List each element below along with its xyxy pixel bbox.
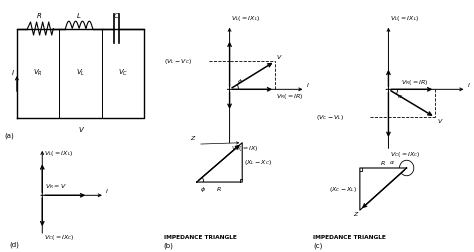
Text: $V_L(=IX_L)$: $V_L(=IX_L)$: [390, 14, 420, 23]
Text: $\alpha$: $\alpha$: [389, 159, 395, 166]
Text: IMPEDANCE TRIANGLE: IMPEDANCE TRIANGLE: [313, 235, 386, 240]
Text: (c): (c): [313, 243, 322, 249]
Text: V: V: [78, 127, 83, 133]
Text: Z: Z: [190, 136, 194, 141]
Text: $V_R(=IR)$: $V_R(=IR)$: [401, 78, 429, 87]
Text: $(V_C-V_L)$: $(V_C-V_L)$: [316, 113, 344, 122]
Text: $V_L(=IX_L)$: $V_L(=IX_L)$: [45, 149, 74, 158]
Text: $\phi$: $\phi$: [200, 185, 206, 195]
Text: $V_R=V$: $V_R=V$: [46, 182, 67, 191]
Text: $V_C(=IX_C)$: $V_C(=IX_C)$: [45, 233, 75, 242]
Text: R: R: [37, 13, 42, 19]
Text: I: I: [307, 83, 309, 88]
Text: $V_C(=IX)$: $V_C(=IX)$: [231, 144, 259, 153]
Text: I: I: [12, 70, 14, 76]
Text: $\phi$: $\phi$: [237, 77, 243, 86]
Text: $V_R(=IR)$: $V_R(=IR)$: [276, 92, 304, 101]
Text: (a): (a): [5, 132, 15, 139]
Text: $V_C$: $V_C$: [118, 68, 128, 78]
Text: (b): (b): [164, 243, 173, 249]
Text: IMPEDANCE TRIANGLE: IMPEDANCE TRIANGLE: [164, 235, 237, 240]
Text: V: V: [277, 55, 281, 60]
Text: $V_L(=IX_L)$: $V_L(=IX_L)$: [231, 14, 261, 23]
Text: Z: Z: [353, 211, 357, 216]
Text: R: R: [217, 187, 222, 192]
Text: (d): (d): [9, 242, 19, 248]
Text: I: I: [106, 189, 108, 194]
Text: $(V_L-V_C)$: $(V_L-V_C)$: [164, 57, 192, 66]
Text: $(X_C-X_L)$: $(X_C-X_L)$: [329, 184, 358, 194]
Text: $\alpha$: $\alpha$: [397, 93, 403, 100]
Text: $V_R$: $V_R$: [33, 68, 43, 78]
Text: $(X_L-X_C)$: $(X_L-X_C)$: [244, 158, 273, 167]
Text: L: L: [77, 13, 81, 19]
Text: V: V: [437, 119, 441, 124]
Text: I: I: [468, 83, 470, 88]
Text: R: R: [381, 161, 385, 166]
Text: $V_C(=IX_C)$: $V_C(=IX_C)$: [390, 150, 421, 159]
Text: $V_L$: $V_L$: [76, 68, 85, 78]
Text: C: C: [114, 13, 118, 19]
